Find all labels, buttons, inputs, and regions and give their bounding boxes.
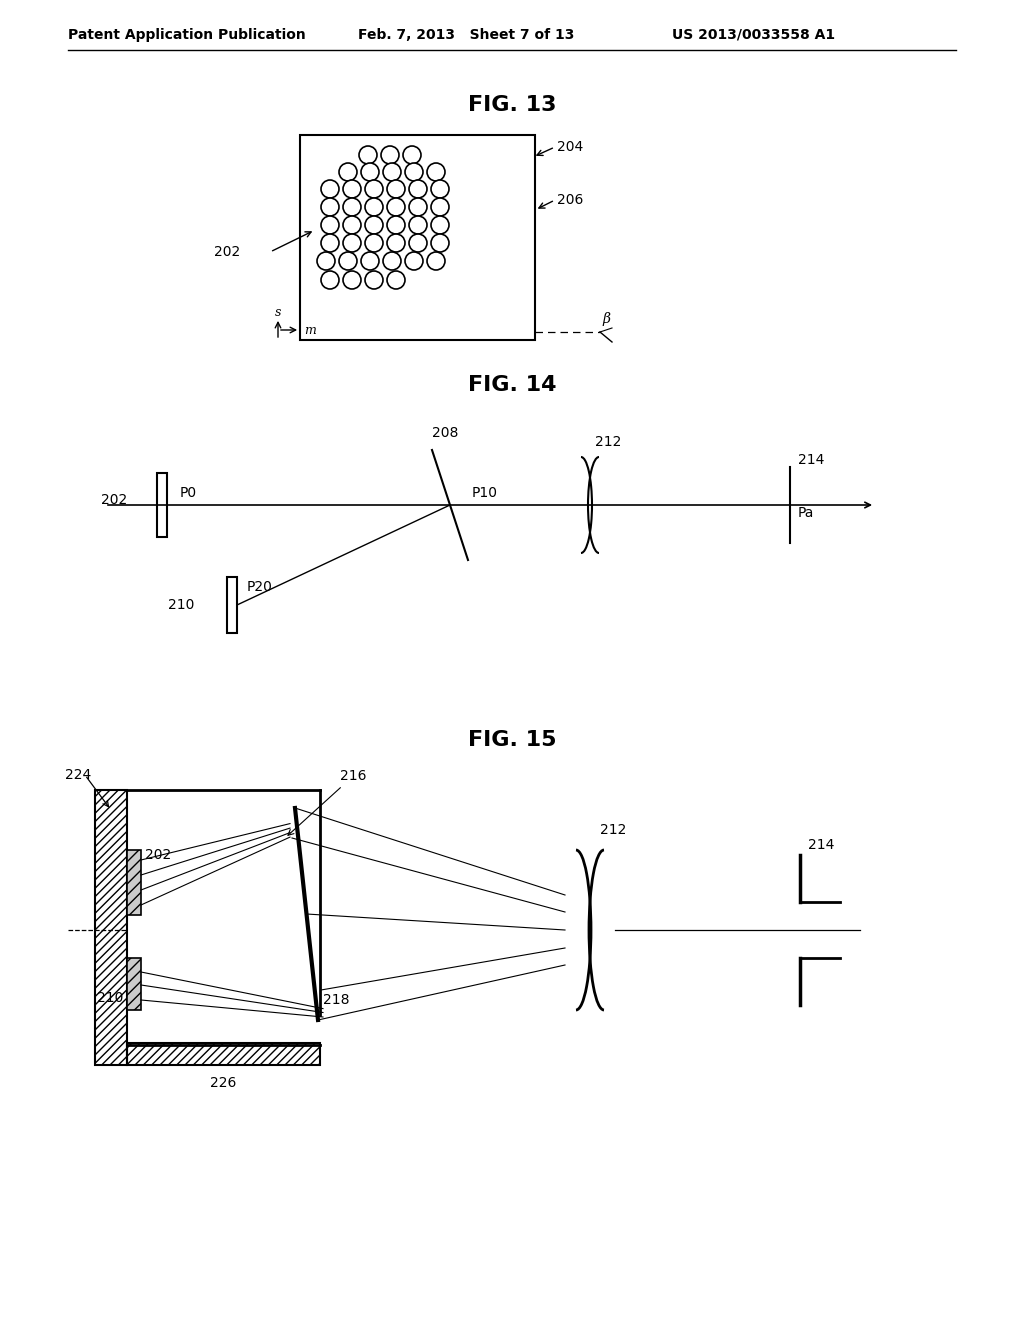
Circle shape [427,252,445,271]
Circle shape [431,180,449,198]
Circle shape [365,216,383,234]
Text: 208: 208 [432,426,459,440]
Circle shape [317,252,335,271]
Circle shape [409,180,427,198]
Circle shape [339,252,357,271]
Bar [127,1043,319,1065]
Circle shape [406,252,423,271]
Text: FIG. 14: FIG. 14 [468,375,556,395]
Text: β: β [602,312,610,326]
Bar [95,789,127,1065]
Bar [157,473,167,537]
Text: 212: 212 [595,436,622,449]
Text: 214: 214 [798,453,824,467]
Circle shape [387,198,406,216]
Text: m: m [304,323,315,337]
Circle shape [427,162,445,181]
Circle shape [321,216,339,234]
Bar [127,958,141,1010]
Circle shape [406,162,423,181]
Text: 218: 218 [323,993,349,1007]
Text: P0: P0 [180,486,198,500]
Text: 210: 210 [96,991,123,1005]
Circle shape [359,147,377,164]
Circle shape [409,216,427,234]
Circle shape [321,271,339,289]
Text: 216: 216 [288,770,367,836]
Circle shape [431,216,449,234]
Circle shape [343,234,361,252]
Circle shape [387,271,406,289]
Bar [127,850,141,915]
Circle shape [321,234,339,252]
Circle shape [383,252,401,271]
Text: 206: 206 [557,193,584,207]
Text: FIG. 15: FIG. 15 [468,730,556,750]
Text: s: s [274,306,282,319]
Circle shape [361,252,379,271]
Circle shape [343,216,361,234]
Text: 202: 202 [100,492,127,507]
Text: 210: 210 [168,598,194,612]
Circle shape [339,162,357,181]
Circle shape [387,180,406,198]
Text: Patent Application Publication: Patent Application Publication [68,28,306,42]
Text: 202: 202 [145,847,171,862]
Circle shape [381,147,399,164]
Circle shape [409,198,427,216]
Circle shape [431,234,449,252]
Bar [300,135,535,341]
Circle shape [365,271,383,289]
Circle shape [321,198,339,216]
Text: 204: 204 [557,140,584,154]
Circle shape [361,162,379,181]
Circle shape [321,180,339,198]
Text: Pa: Pa [798,506,814,520]
Circle shape [365,180,383,198]
Circle shape [387,216,406,234]
Circle shape [387,234,406,252]
Circle shape [365,198,383,216]
Circle shape [343,180,361,198]
Text: Feb. 7, 2013   Sheet 7 of 13: Feb. 7, 2013 Sheet 7 of 13 [358,28,574,42]
Text: 224: 224 [65,768,91,781]
Text: 212: 212 [600,822,627,837]
Circle shape [403,147,421,164]
Text: US 2013/0033558 A1: US 2013/0033558 A1 [672,28,836,42]
Text: P10: P10 [472,486,498,500]
Text: 214: 214 [808,838,835,851]
Text: 226: 226 [210,1076,237,1090]
Circle shape [383,162,401,181]
Text: P20: P20 [247,579,272,594]
Circle shape [343,198,361,216]
Circle shape [431,198,449,216]
Circle shape [409,234,427,252]
Text: 202: 202 [214,246,240,259]
Text: FIG. 13: FIG. 13 [468,95,556,115]
Bar [227,577,237,634]
Circle shape [365,234,383,252]
Circle shape [343,271,361,289]
